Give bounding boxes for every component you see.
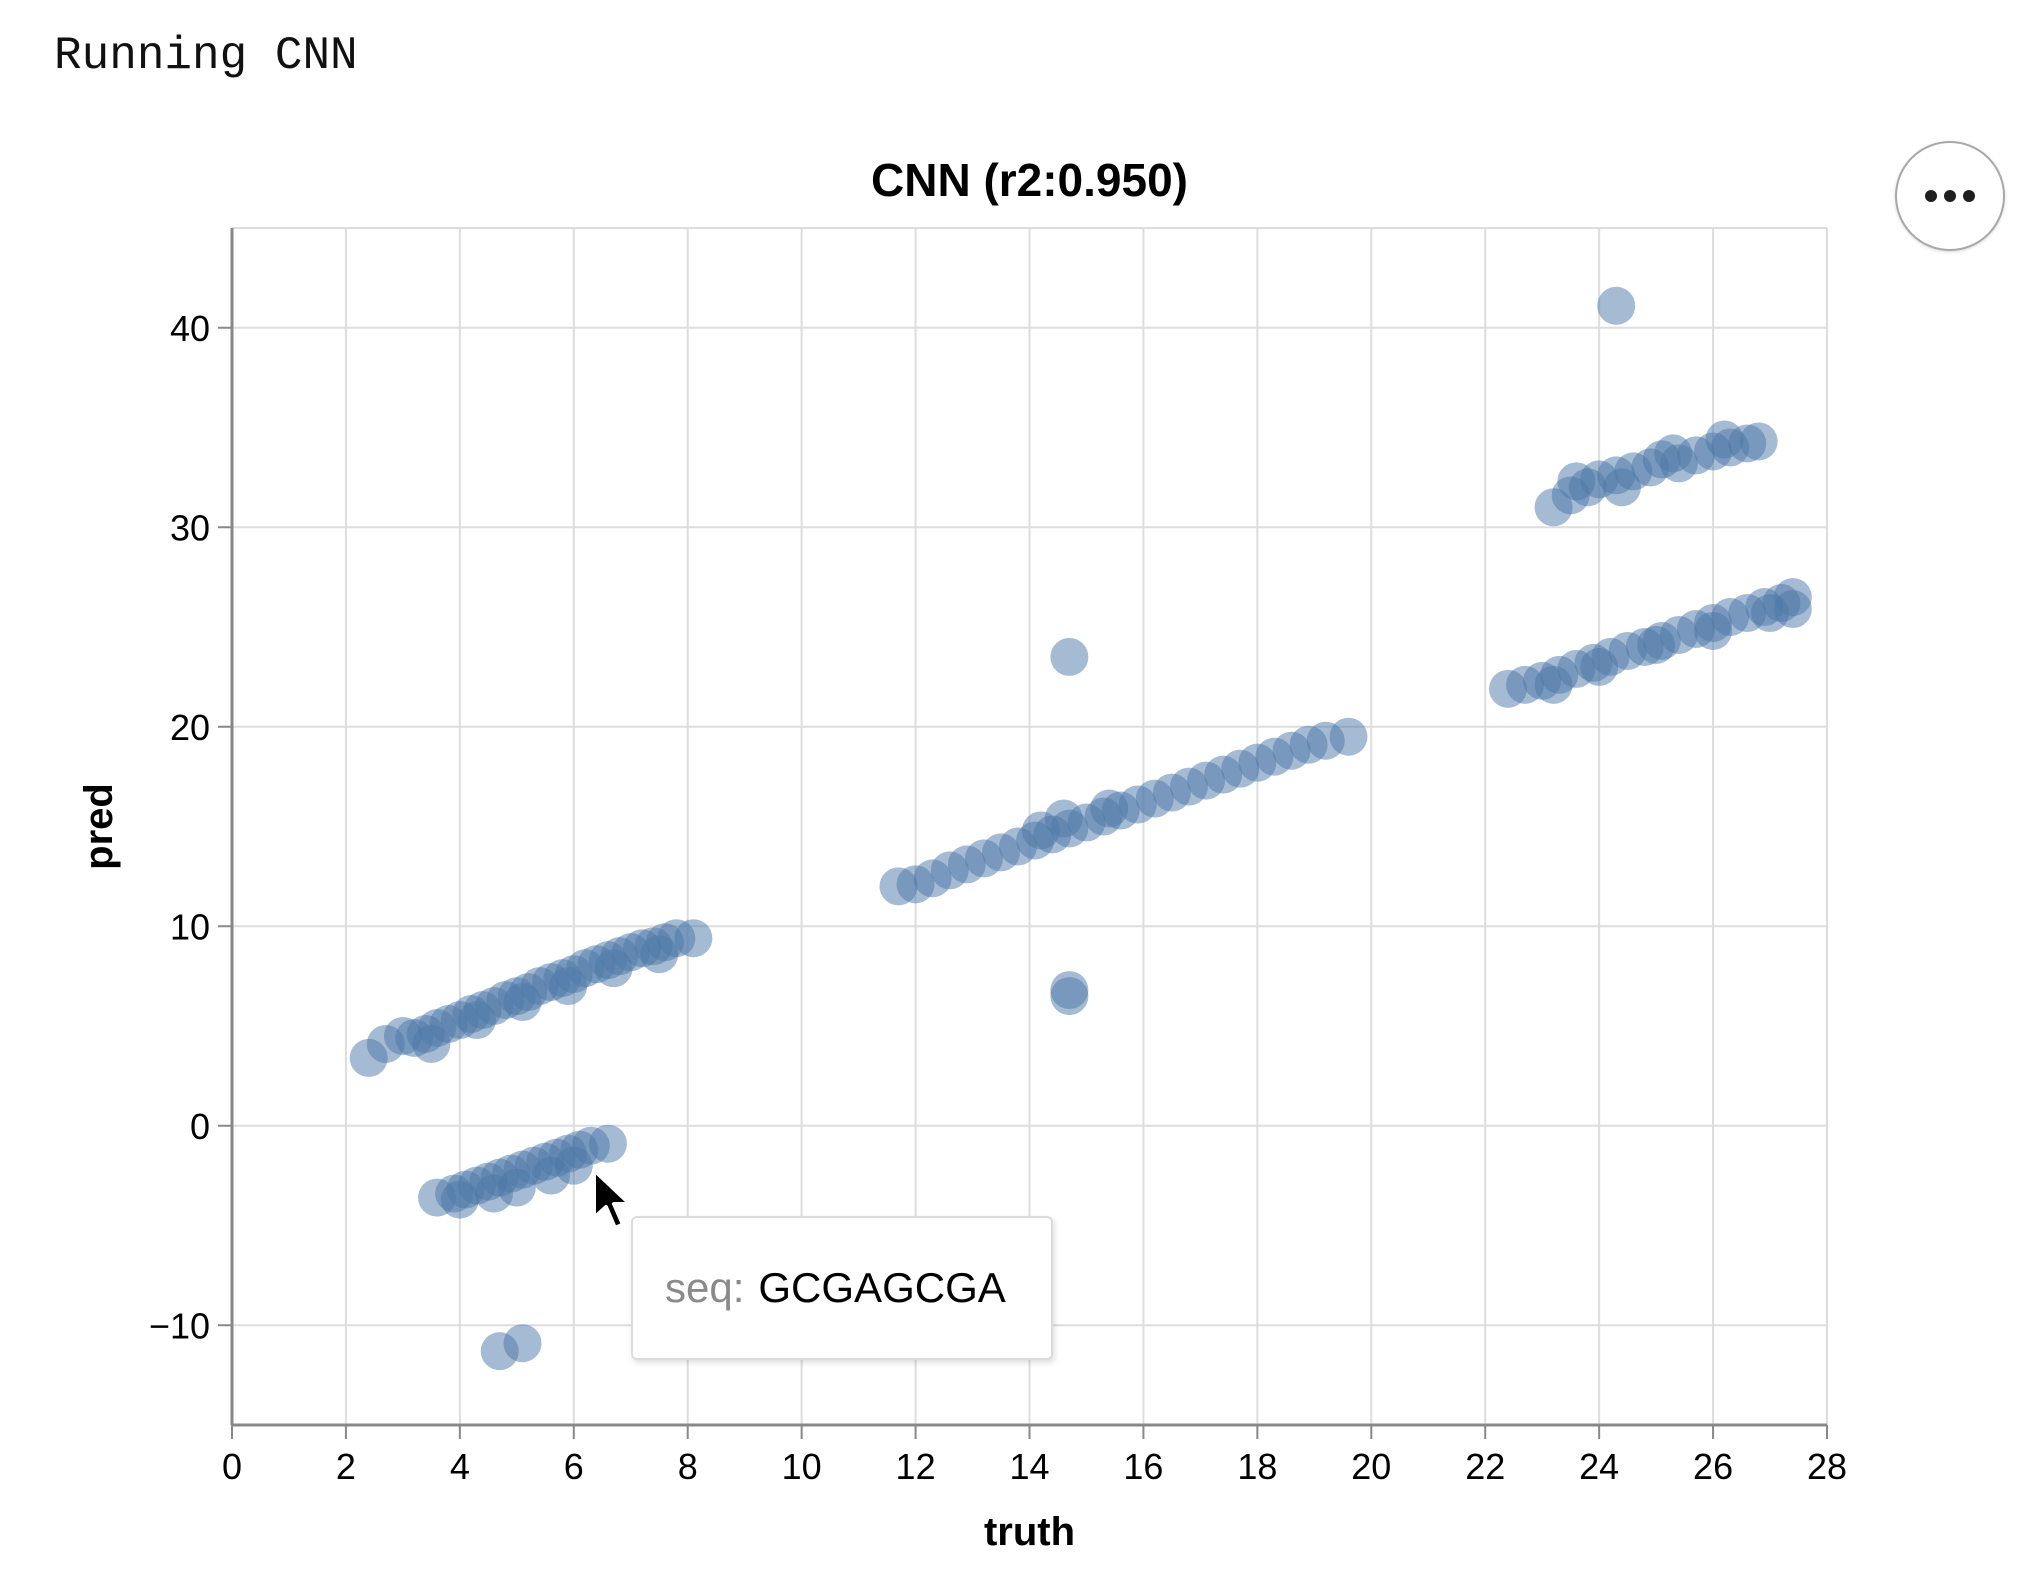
data-point <box>503 1324 542 1363</box>
mouse-cursor-icon <box>592 1168 632 1230</box>
tooltip-key: seq: <box>665 1264 745 1311</box>
data-point <box>1654 434 1693 473</box>
data-point <box>594 949 633 988</box>
data-point <box>674 919 713 958</box>
data-point <box>1534 665 1573 704</box>
data-point <box>588 1124 627 1163</box>
data-point <box>1044 799 1083 838</box>
x-tick-label: 22 <box>1465 1446 1505 1487</box>
x-tick-label: 12 <box>896 1446 936 1487</box>
y-tick-label: 40 <box>170 308 210 349</box>
data-point <box>1090 789 1129 828</box>
x-tick-label: 8 <box>678 1446 698 1487</box>
x-tick-label: 0 <box>222 1446 242 1487</box>
more-horizontal-icon <box>1925 190 1975 202</box>
point-tooltip: seq: GCGAGCGA <box>631 1216 1053 1360</box>
data-point <box>1050 977 1089 1016</box>
data-point <box>554 1146 593 1185</box>
data-point <box>1751 594 1790 633</box>
x-tick-label: 14 <box>1009 1446 1049 1487</box>
y-tick-label: −10 <box>149 1305 210 1346</box>
data-points <box>349 286 1812 1371</box>
x-tick-label: 10 <box>782 1446 822 1487</box>
tooltip-value: GCGAGCGA <box>758 1264 1006 1311</box>
data-point <box>412 1024 451 1063</box>
data-point <box>640 935 679 974</box>
x-tick-label: 26 <box>1693 1446 1733 1487</box>
x-tick-label: 6 <box>564 1446 584 1487</box>
y-tick-label: 20 <box>170 707 210 748</box>
data-point <box>503 983 542 1022</box>
data-point <box>1050 637 1089 676</box>
data-point <box>1739 422 1778 461</box>
data-point <box>457 1001 496 1040</box>
x-tick-label: 28 <box>1807 1446 1847 1487</box>
data-point <box>1329 717 1368 756</box>
data-point <box>440 1180 479 1219</box>
data-point <box>1637 625 1676 664</box>
chart-title: CNN (r2:0.950) <box>871 154 1188 206</box>
x-tick-label: 24 <box>1579 1446 1619 1487</box>
y-tick-label: 0 <box>190 1106 210 1147</box>
y-tick-label: 10 <box>170 906 210 947</box>
data-point <box>1602 468 1641 507</box>
x-tick-label: 16 <box>1123 1446 1163 1487</box>
data-point <box>1694 611 1733 650</box>
x-axis-title: truth <box>984 1510 1075 1554</box>
y-tick-label: 30 <box>170 507 210 548</box>
x-tick-label: 4 <box>450 1446 470 1487</box>
data-point <box>549 967 588 1006</box>
data-point <box>1705 420 1744 459</box>
chart-actions-menu-button[interactable] <box>1895 141 2005 251</box>
x-tick-label: 20 <box>1351 1446 1391 1487</box>
data-point <box>497 1168 536 1207</box>
cell-output-text: Running CNN <box>54 30 358 82</box>
y-axis-title: pred <box>77 783 121 870</box>
data-point <box>1597 286 1636 325</box>
data-point <box>1580 647 1619 686</box>
x-tick-label: 2 <box>336 1446 356 1487</box>
x-tick-label: 18 <box>1237 1446 1277 1487</box>
